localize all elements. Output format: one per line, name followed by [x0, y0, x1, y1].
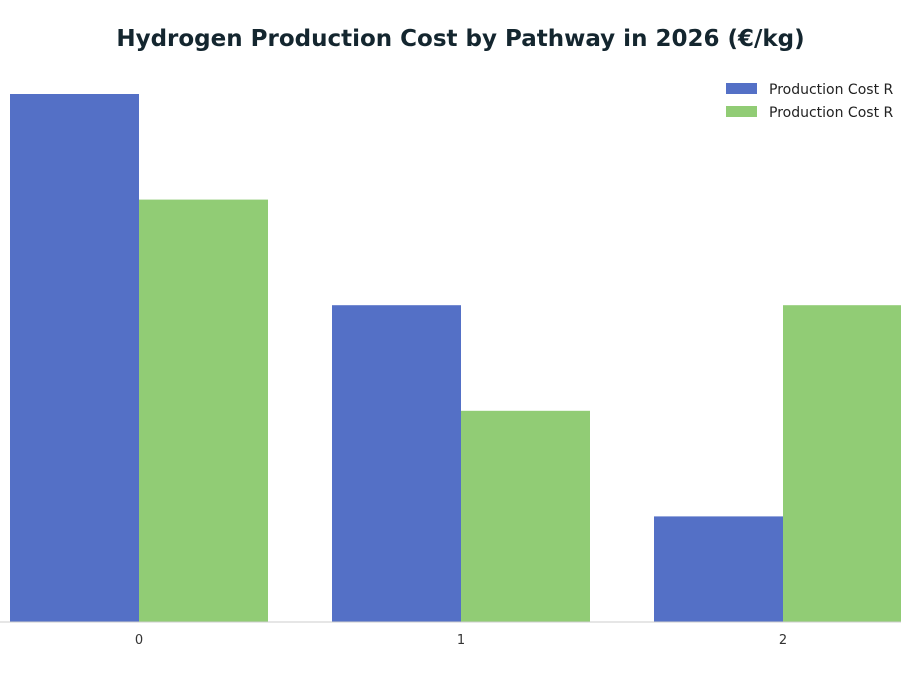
x-tick-label: 1 — [457, 633, 465, 648]
bars-layer — [10, 94, 901, 622]
bar-series-2-category-0 — [139, 199, 268, 622]
legend: Production Cost R Production Cost R — [726, 82, 894, 121]
legend-label-2: Production Cost R — [769, 105, 894, 121]
x-tick-label: 2 — [779, 633, 787, 648]
bar-series-1-category-0 — [10, 94, 139, 622]
bar-series-1-category-1 — [332, 305, 461, 622]
bar-series-1-category-2 — [654, 516, 783, 622]
chart-title: Hydrogen Production Cost by Pathway in 2… — [116, 26, 805, 52]
legend-swatch-1 — [726, 83, 757, 94]
legend-swatch-2 — [726, 106, 757, 117]
bar-series-2-category-1 — [461, 410, 590, 622]
x-axis-ticks: 0 1 2 — [135, 633, 787, 648]
legend-label-1: Production Cost R — [769, 82, 894, 98]
x-tick-label: 0 — [135, 633, 143, 648]
bar-series-2-category-2 — [783, 305, 901, 622]
